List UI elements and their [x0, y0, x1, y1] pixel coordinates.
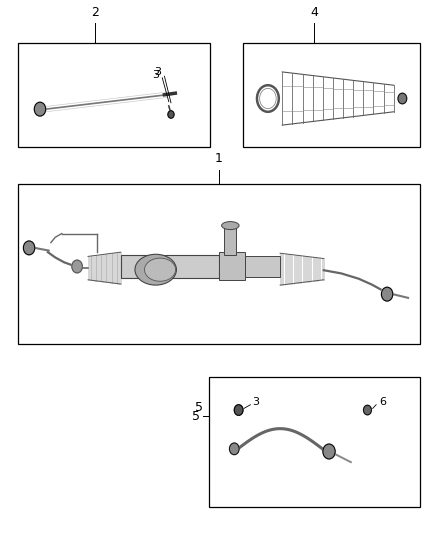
Circle shape — [72, 260, 82, 273]
Bar — [209, 376, 420, 507]
Bar — [224, 225, 237, 255]
Text: 4: 4 — [310, 6, 318, 19]
Circle shape — [398, 93, 407, 104]
Text: 3: 3 — [152, 70, 159, 80]
Circle shape — [381, 287, 393, 301]
Bar — [121, 255, 219, 278]
Circle shape — [23, 241, 35, 255]
Circle shape — [364, 405, 371, 415]
Bar — [219, 252, 245, 280]
Bar — [18, 43, 210, 147]
Circle shape — [323, 444, 335, 459]
Circle shape — [230, 443, 239, 455]
Ellipse shape — [222, 222, 239, 230]
Text: 2: 2 — [91, 6, 99, 19]
Text: 3: 3 — [253, 397, 260, 407]
Circle shape — [234, 405, 243, 415]
Bar — [18, 184, 420, 344]
Circle shape — [168, 111, 174, 118]
Ellipse shape — [145, 258, 176, 281]
Text: 5: 5 — [192, 410, 200, 423]
Text: 5: 5 — [195, 401, 203, 414]
Circle shape — [34, 102, 46, 116]
Text: 6: 6 — [379, 397, 386, 407]
Bar — [243, 43, 420, 147]
Ellipse shape — [135, 254, 177, 285]
Text: 1: 1 — [215, 152, 223, 165]
Bar — [245, 256, 280, 277]
Text: 3: 3 — [154, 68, 161, 77]
